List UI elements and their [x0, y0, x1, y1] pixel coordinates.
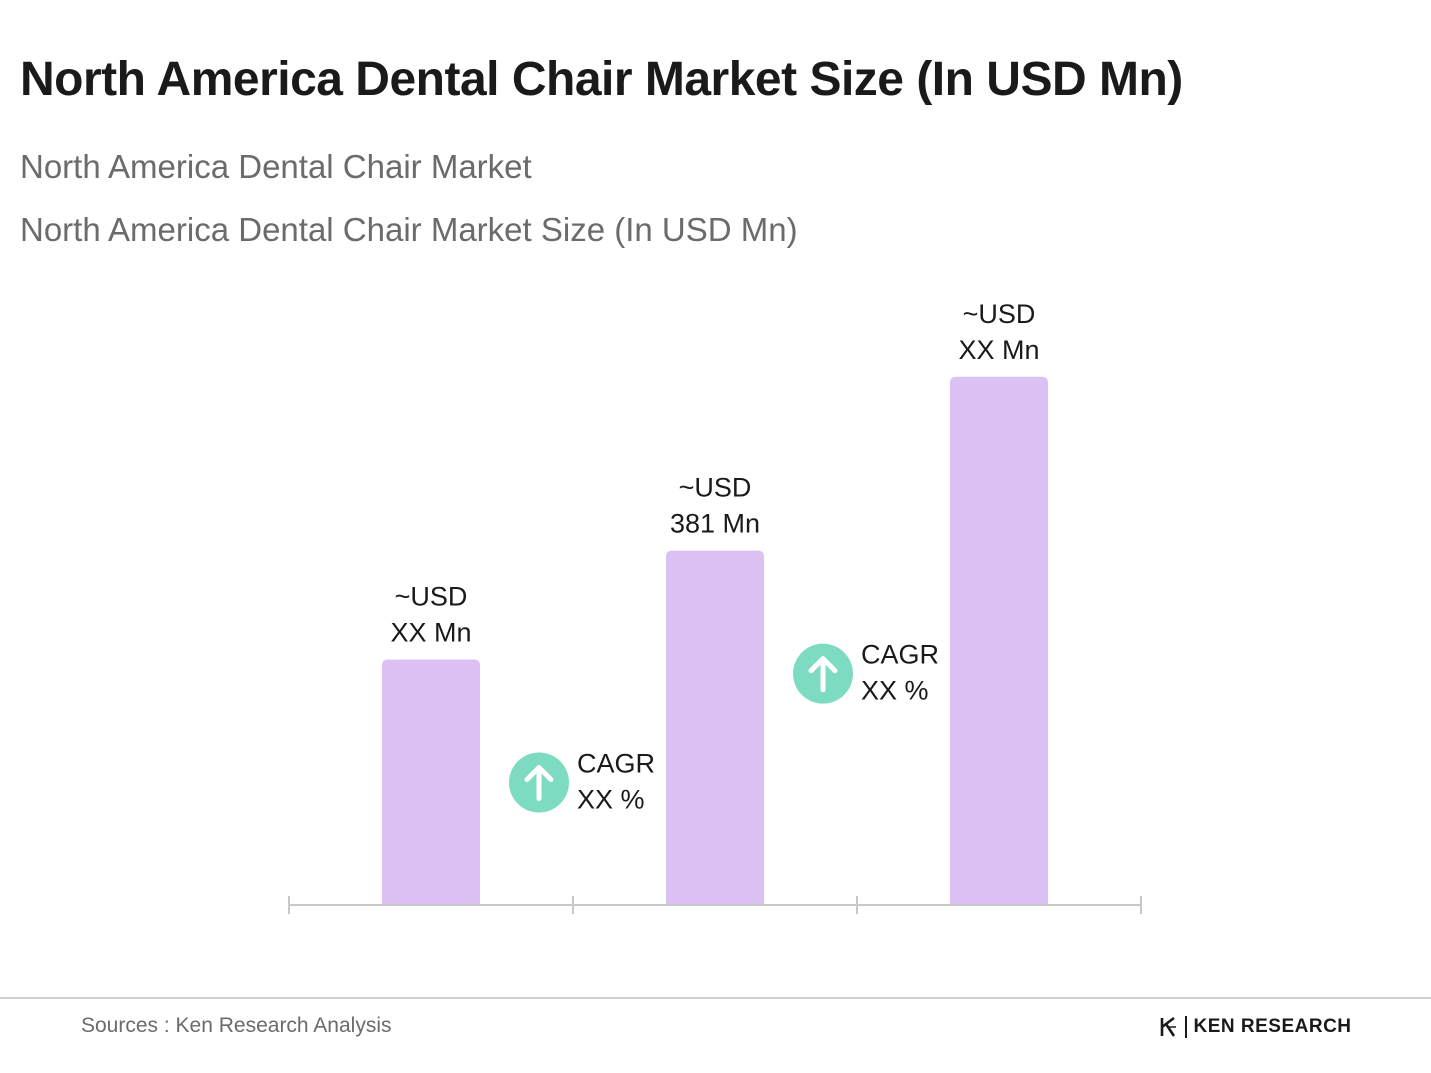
chart-subtitle: North America Dental Chair Market — [20, 148, 532, 185]
data-label: XX Mn — [958, 335, 1039, 365]
data-label: XX Mn — [390, 617, 471, 647]
arrow-up-glyph — [524, 764, 554, 801]
ken-research-logo: KEN RESEARCH — [1160, 1016, 1352, 1038]
cagr-label: CAGR — [861, 640, 939, 670]
logo-divider — [1185, 1016, 1187, 1038]
ken-research-logo-icon — [1160, 1016, 1176, 1037]
cagr-label: CAGR — [577, 748, 655, 778]
source-note: Sources : Ken Research Analysis — [81, 1014, 392, 1037]
logo-text: KEN RESEARCH — [1193, 1016, 1352, 1037]
data-label: 381 Mn — [670, 509, 760, 539]
chart-subtitle-secondary: North America Dental Chair Market Size (… — [20, 211, 798, 248]
chart-title: North America Dental Chair Market Size (… — [20, 53, 1183, 106]
arrow-up-glyph — [808, 656, 838, 693]
bar — [950, 376, 1048, 905]
data-label: ~USD — [679, 473, 752, 503]
data-label: ~USD — [395, 581, 468, 611]
bar — [382, 659, 480, 905]
bar-chart: ~USD XX Mn ~USD 381 Mn ~USD XX Mn CAGR XX % CAGR… — [288, 299, 1142, 914]
data-label: ~USD — [963, 299, 1036, 329]
cagr-value: XX % — [861, 676, 929, 706]
bar — [666, 550, 764, 905]
footer-divider — [0, 997, 1431, 999]
cagr-value: XX % — [577, 784, 645, 814]
